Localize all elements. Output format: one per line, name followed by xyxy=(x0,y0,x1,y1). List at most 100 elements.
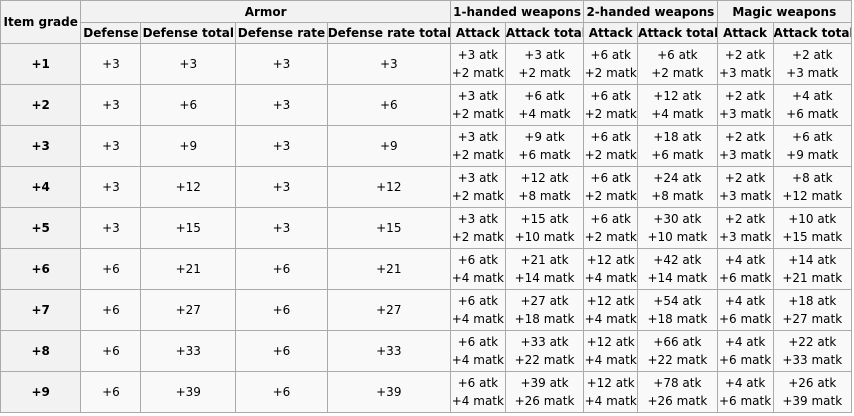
matk-value: +26 matk xyxy=(514,394,575,408)
matk-value: +27 matk xyxy=(782,312,843,326)
matk-value: +15 matk xyxy=(782,230,843,244)
magic-attack-cell: +4 atk +6 matk xyxy=(716,330,774,372)
atk-value: +2 atk xyxy=(792,48,833,62)
item-grade-cell: +7 xyxy=(0,289,82,331)
1h-attack-cell: +6 atk +4 matk xyxy=(449,330,506,372)
matk-value: +14 matk xyxy=(647,271,708,285)
atk-value: +12 atk xyxy=(586,376,635,390)
atk-value: +3 atk xyxy=(457,130,499,144)
header-2-handed-weapons: 2-handed weapons xyxy=(583,0,718,23)
magic-attack-total-cell: +4 atk +6 matk xyxy=(772,84,853,126)
magic-attack-cell: +2 atk +3 matk xyxy=(716,125,774,167)
defense-rate-total-cell: +3 xyxy=(326,43,451,85)
matk-value: +3 matk xyxy=(718,230,772,244)
1h-attack-cell: +3 atk +2 matk xyxy=(449,125,506,167)
matk-value: +8 matk xyxy=(651,189,704,203)
table-row: +2 +3 +6 +3 +6 +3 atk +2 matk +6 atk +4 matk +6 a… xyxy=(0,84,853,126)
atk-value: +54 atk xyxy=(653,294,702,308)
item-grade-cell: +8 xyxy=(0,330,82,372)
matk-value: +12 matk xyxy=(782,189,843,203)
matk-value: +6 matk xyxy=(651,148,704,162)
magic-attack-cell: +2 atk +3 matk xyxy=(716,166,774,208)
2h-attack-total-cell: +6 atk +2 matk xyxy=(637,43,718,85)
matk-value: +4 matk xyxy=(584,271,637,285)
item-grade-cell: +3 xyxy=(0,125,82,167)
matk-value: +6 matk xyxy=(718,394,772,408)
matk-value: +22 matk xyxy=(514,353,575,367)
defense-rate-total-cell: +27 xyxy=(326,289,451,331)
matk-value: +6 matk xyxy=(518,148,571,162)
atk-value: +4 atk xyxy=(724,335,766,349)
defense-rate-cell: +6 xyxy=(235,248,328,290)
atk-value: +14 atk xyxy=(788,253,837,267)
atk-value: +3 atk xyxy=(524,48,565,62)
header-magic-weapons: Magic weapons xyxy=(716,0,853,23)
defense-total-cell: +12 xyxy=(140,166,237,208)
2h-attack-total-cell: +78 atk +26 matk xyxy=(637,371,718,413)
matk-value: +3 matk xyxy=(718,66,772,80)
defense-rate-cell: +3 xyxy=(235,125,328,167)
2h-attack-total-cell: +42 atk +14 matk xyxy=(637,248,718,290)
defense-cell: +3 xyxy=(80,166,142,208)
2h-attack-total-cell: +12 atk +4 matk xyxy=(637,84,718,126)
2h-attack-total-cell: +66 atk +22 matk xyxy=(637,330,718,372)
header-row-groups: Item grade Armor 1-handed weapons 2-hand… xyxy=(0,0,853,44)
defense-cell: +3 xyxy=(80,84,142,126)
atk-value: +4 atk xyxy=(792,89,833,103)
defense-rate-cell: +3 xyxy=(235,43,328,85)
matk-value: +2 matk xyxy=(651,66,704,80)
matk-value: +2 matk xyxy=(451,66,504,80)
matk-value: +18 matk xyxy=(514,312,575,326)
matk-value: +10 matk xyxy=(514,230,575,244)
1h-attack-cell: +3 atk +2 matk xyxy=(449,207,506,249)
1h-attack-cell: +6 atk +4 matk xyxy=(449,248,506,290)
2h-attack-cell: +6 atk +2 matk xyxy=(583,43,639,85)
atk-value: +18 atk xyxy=(653,130,702,144)
atk-value: +15 atk xyxy=(520,212,569,226)
defense-rate-total-cell: +12 xyxy=(326,166,451,208)
atk-value: +3 atk xyxy=(457,89,499,103)
header-armor: Armor xyxy=(80,0,451,23)
matk-value: +2 matk xyxy=(584,148,637,162)
magic-attack-total-cell: +6 atk +9 matk xyxy=(772,125,853,167)
defense-total-cell: +3 xyxy=(140,43,237,85)
matk-value: +2 matk xyxy=(451,148,504,162)
matk-value: +4 matk xyxy=(584,312,637,326)
matk-value: +4 matk xyxy=(518,107,571,121)
atk-value: +6 atk xyxy=(590,48,631,62)
atk-value: +6 atk xyxy=(524,89,565,103)
matk-value: +8 matk xyxy=(518,189,571,203)
header-magic-attack-total: Attack total xyxy=(772,22,853,44)
magic-attack-total-cell: +14 atk +21 matk xyxy=(772,248,853,290)
matk-value: +4 matk xyxy=(651,107,704,121)
matk-value: +2 matk xyxy=(584,189,637,203)
matk-value: +3 matk xyxy=(718,107,772,121)
1h-attack-cell: +3 atk +2 matk xyxy=(449,84,506,126)
defense-cell: +6 xyxy=(80,289,142,331)
item-grade-cell: +1 xyxy=(0,43,82,85)
defense-rate-cell: +3 xyxy=(235,84,328,126)
magic-attack-cell: +2 atk +3 matk xyxy=(716,84,774,126)
2h-attack-cell: +6 atk +2 matk xyxy=(583,125,639,167)
1h-attack-total-cell: +39 atk +26 matk xyxy=(504,371,585,413)
matk-value: +4 matk xyxy=(451,312,504,326)
defense-cell: +3 xyxy=(80,43,142,85)
matk-value: +6 matk xyxy=(718,312,772,326)
2h-attack-total-cell: +24 atk +8 matk xyxy=(637,166,718,208)
magic-attack-total-cell: +18 atk +27 matk xyxy=(772,289,853,331)
magic-attack-total-cell: +10 atk +15 matk xyxy=(772,207,853,249)
atk-value: +4 atk xyxy=(724,376,766,390)
atk-value: +6 atk xyxy=(457,253,499,267)
table-row: +7 +6 +27 +6 +27 +6 atk +4 matk +27 atk +18 matk… xyxy=(0,289,853,331)
atk-value: +3 atk xyxy=(457,171,499,185)
magic-attack-cell: +2 atk +3 matk xyxy=(716,207,774,249)
1h-attack-cell: +6 atk +4 matk xyxy=(449,371,506,413)
defense-cell: +3 xyxy=(80,125,142,167)
2h-attack-cell: +6 atk +2 matk xyxy=(583,166,639,208)
atk-value: +4 atk xyxy=(724,294,766,308)
header-defense-rate-total: Defense rate total xyxy=(326,22,451,44)
matk-value: +6 matk xyxy=(718,353,772,367)
defense-rate-total-cell: +15 xyxy=(326,207,451,249)
atk-value: +12 atk xyxy=(586,294,635,308)
atk-value: +21 atk xyxy=(520,253,569,267)
